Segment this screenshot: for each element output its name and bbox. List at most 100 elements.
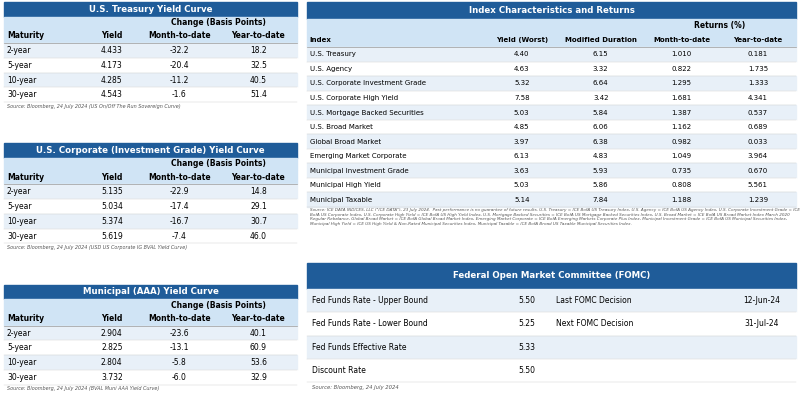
Text: -7.4: -7.4: [172, 232, 186, 241]
Text: 1.295: 1.295: [672, 81, 691, 86]
Text: 46.0: 46.0: [250, 232, 267, 241]
Bar: [307, 76, 796, 91]
Bar: [4, 285, 298, 299]
Bar: [307, 120, 796, 134]
Text: 1.049: 1.049: [671, 153, 692, 159]
Text: Fed Funds Rate - Lower Bound: Fed Funds Rate - Lower Bound: [312, 320, 428, 328]
Text: 5.374: 5.374: [101, 217, 122, 226]
Text: Source: Bloomberg, 24 July 2024 (BVAL Muni AAA Yield Curve): Source: Bloomberg, 24 July 2024 (BVAL Mu…: [7, 386, 159, 391]
Text: Fed Funds Effective Rate: Fed Funds Effective Rate: [312, 343, 406, 352]
Text: 3.964: 3.964: [748, 153, 768, 159]
Bar: [307, 134, 796, 149]
Text: Source: Bloomberg, 24 July 2024 (USD US Corporate IG BVAL Yield Curve): Source: Bloomberg, 24 July 2024 (USD US …: [7, 245, 187, 250]
Text: 1.162: 1.162: [671, 124, 692, 130]
Bar: [307, 312, 796, 335]
Bar: [307, 164, 796, 178]
Text: Year-to-date: Year-to-date: [231, 314, 286, 323]
Text: Discount Rate: Discount Rate: [312, 366, 366, 375]
Bar: [4, 299, 298, 311]
Text: Month-to-date: Month-to-date: [148, 31, 210, 40]
Bar: [4, 143, 298, 158]
Text: 53.6: 53.6: [250, 358, 267, 367]
Text: U.S. Agency: U.S. Agency: [310, 66, 352, 72]
Text: 10-year: 10-year: [7, 217, 36, 226]
Text: Yield: Yield: [101, 314, 122, 323]
Text: 5.14: 5.14: [514, 197, 530, 203]
Text: Maturity: Maturity: [7, 31, 44, 40]
Bar: [4, 88, 298, 102]
Text: Modified Duration: Modified Duration: [565, 37, 637, 43]
Text: Source: Bloomberg, 24 July 2024: Source: Bloomberg, 24 July 2024: [312, 385, 398, 390]
Text: -16.7: -16.7: [170, 217, 189, 226]
Bar: [307, 19, 796, 32]
Bar: [4, 355, 298, 370]
Text: 1.239: 1.239: [748, 197, 768, 203]
Text: 5-year: 5-year: [7, 61, 31, 70]
Text: 7.84: 7.84: [593, 197, 609, 203]
Text: 0.808: 0.808: [671, 182, 692, 188]
Text: 5.25: 5.25: [518, 320, 535, 328]
Text: 4.341: 4.341: [748, 95, 768, 101]
Text: 18.2: 18.2: [250, 46, 266, 55]
Text: -6.0: -6.0: [172, 373, 186, 382]
Bar: [4, 158, 298, 170]
Text: 0.670: 0.670: [748, 168, 768, 173]
Text: -22.9: -22.9: [170, 187, 189, 196]
Text: 3.97: 3.97: [514, 139, 530, 144]
Text: 4.543: 4.543: [101, 90, 122, 99]
Text: 5.32: 5.32: [514, 81, 530, 86]
Text: Maturity: Maturity: [7, 173, 44, 181]
Text: 5.93: 5.93: [593, 168, 609, 173]
Bar: [4, 28, 298, 43]
Text: -11.2: -11.2: [170, 76, 189, 85]
Text: 2.804: 2.804: [101, 358, 122, 367]
Text: Change (Basis Points): Change (Basis Points): [170, 18, 266, 27]
Text: U.S. Corporate High Yield: U.S. Corporate High Yield: [310, 95, 398, 101]
Bar: [307, 32, 796, 47]
Text: 40.5: 40.5: [250, 76, 267, 85]
Text: Global Broad Market: Global Broad Market: [310, 139, 381, 144]
Text: 10-year: 10-year: [7, 76, 36, 85]
Text: Index: Index: [310, 37, 331, 43]
Bar: [307, 335, 796, 359]
Text: U.S. Corporate Investment Grade: U.S. Corporate Investment Grade: [310, 81, 426, 86]
Text: 5.50: 5.50: [518, 296, 536, 305]
Text: 2-year: 2-year: [7, 46, 31, 55]
Text: 2.825: 2.825: [101, 343, 122, 352]
Bar: [4, 340, 298, 355]
Text: 6.06: 6.06: [593, 124, 609, 130]
Bar: [307, 193, 796, 207]
Text: 5.135: 5.135: [101, 187, 122, 196]
Text: 1.010: 1.010: [671, 51, 692, 57]
Bar: [307, 105, 796, 120]
Bar: [4, 58, 298, 73]
Text: 6.38: 6.38: [593, 139, 609, 144]
Text: 1.681: 1.681: [671, 95, 692, 101]
Text: 0.537: 0.537: [748, 110, 768, 115]
Bar: [307, 289, 796, 312]
Bar: [4, 73, 298, 88]
Text: Year-to-date: Year-to-date: [231, 173, 286, 181]
Text: -13.1: -13.1: [170, 343, 189, 352]
Text: 1.333: 1.333: [748, 81, 768, 86]
Text: Month-to-date: Month-to-date: [653, 37, 710, 43]
Bar: [4, 184, 298, 199]
Text: Change (Basis Points): Change (Basis Points): [170, 159, 266, 168]
Text: Yield (Worst): Yield (Worst): [496, 37, 548, 43]
Bar: [4, 229, 298, 244]
Text: 31-Jul-24: 31-Jul-24: [745, 320, 779, 328]
Text: 3.63: 3.63: [514, 168, 530, 173]
Text: 30-year: 30-year: [7, 232, 37, 241]
Text: Municipal (AAA) Yield Curve: Municipal (AAA) Yield Curve: [82, 288, 218, 296]
Text: Municipal High Yield: Municipal High Yield: [310, 182, 380, 188]
Text: -32.2: -32.2: [170, 46, 189, 55]
Text: -17.4: -17.4: [170, 202, 189, 211]
Text: 2-year: 2-year: [7, 187, 31, 196]
Text: 6.13: 6.13: [514, 153, 530, 159]
Text: 1.387: 1.387: [671, 110, 692, 115]
Text: 4.433: 4.433: [101, 46, 122, 55]
Text: 10-year: 10-year: [7, 358, 36, 367]
Text: 30-year: 30-year: [7, 90, 37, 99]
Text: 60.9: 60.9: [250, 343, 267, 352]
Text: 4.63: 4.63: [514, 66, 530, 72]
